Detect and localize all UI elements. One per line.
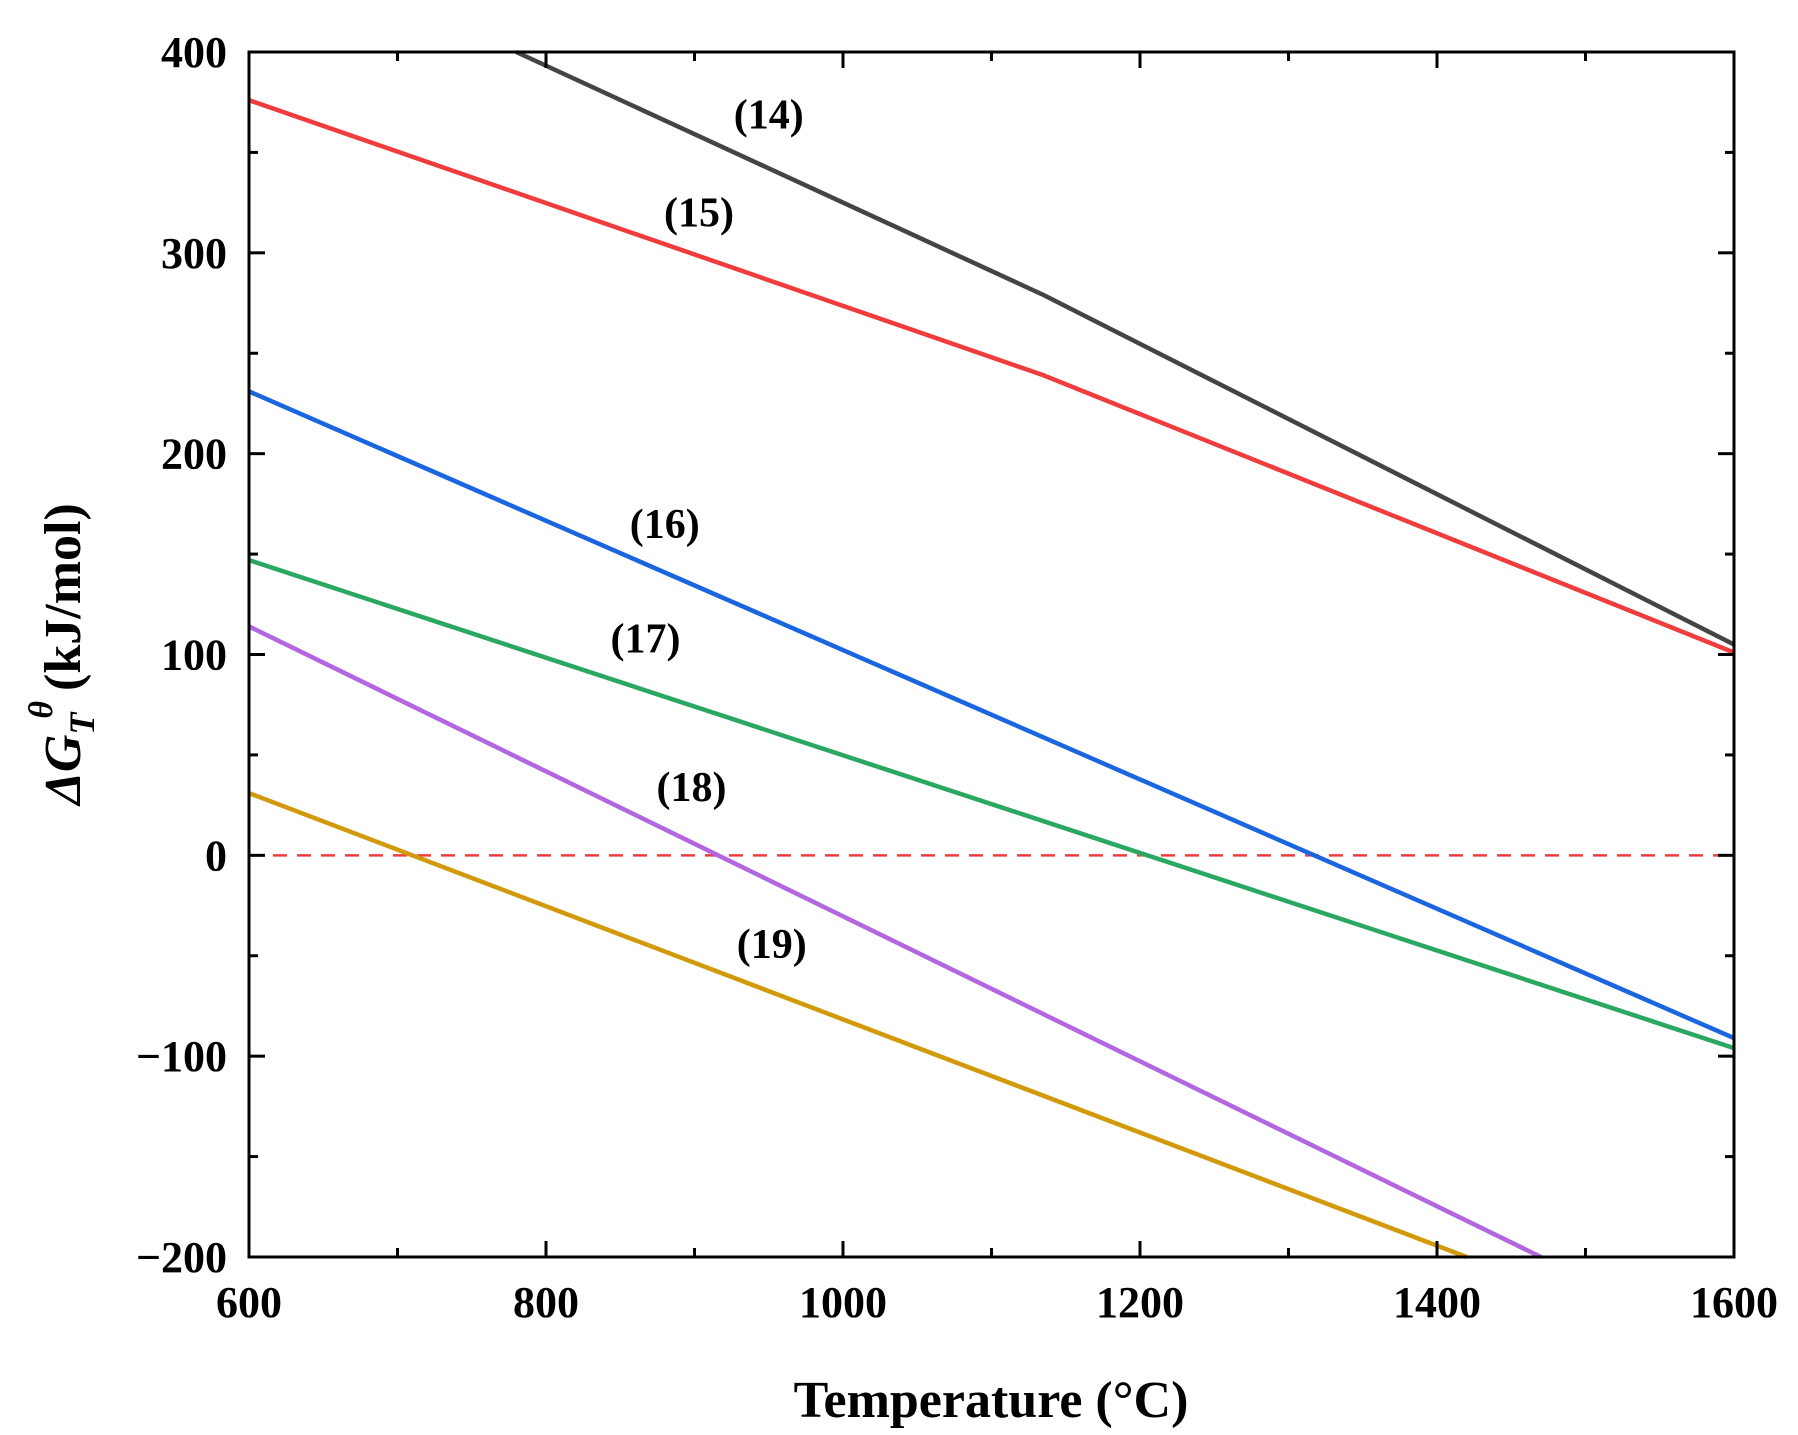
y-axis-title-prefix: ΔG: [35, 735, 92, 807]
y-tick-label: 100: [161, 631, 227, 680]
series-line-17: [248, 557, 1735, 1051]
series-line-19: [248, 790, 1468, 1260]
series-line-18: [248, 624, 1542, 1260]
y-axis-title-superscript: θ: [23, 701, 60, 719]
y-tick-label: −200: [136, 1233, 227, 1282]
x-tick-label: 600: [216, 1278, 282, 1327]
x-axis-title: Temperature (°C): [794, 1372, 1189, 1429]
y-axis-title-subscript: T: [62, 711, 102, 735]
x-tick-label: 1000: [799, 1278, 887, 1327]
series-label-18: (18): [657, 765, 727, 811]
x-tick-label: 1400: [1393, 1278, 1481, 1327]
series-label-16: (16): [630, 502, 700, 548]
y-tick-label: 200: [161, 430, 227, 479]
y-tick-label: −100: [136, 1032, 227, 1081]
series-label-19: (19): [737, 922, 807, 968]
x-tick-label: 1200: [1096, 1278, 1184, 1327]
y-tick-label: 400: [161, 28, 227, 77]
y-axis-title-unit: (kJ/mol): [35, 503, 92, 691]
series-line-14: [515, 49, 1736, 647]
series-line-15: [248, 98, 1735, 655]
y-axis-title: ΔGTθ (kJ/mol): [23, 503, 102, 807]
series-line-16: [248, 389, 1735, 1041]
series-lines: [248, 49, 1736, 1260]
y-tick-label: 0: [205, 831, 227, 880]
y-tick-label: 300: [161, 229, 227, 278]
x-tick-label: 800: [513, 1278, 579, 1327]
series-label-17: (17): [611, 616, 681, 662]
axis-ticks: 600 800 1000 1200 1400 1600 −200 −100 0 100 200 300…: [136, 28, 1778, 1327]
series-label-15: (15): [664, 191, 734, 237]
series-labels: (14) (15) (16) (17) (18) (19): [611, 92, 807, 967]
series-label-14: (14): [734, 92, 804, 138]
x-tick-label: 1600: [1690, 1278, 1778, 1327]
